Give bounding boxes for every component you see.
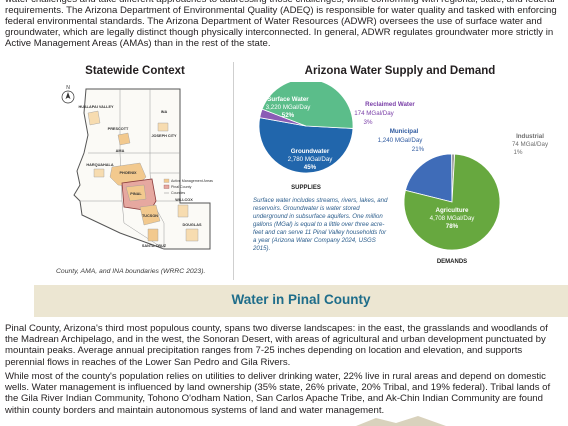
reclaimed-water-value: 174 MGal/Day	[354, 110, 394, 117]
map-label-ama: AMA	[116, 149, 125, 153]
map-label-tucson: TUCSON	[142, 214, 158, 218]
groundwater-name: Groundwater	[291, 148, 330, 155]
industrial-name: Industrial	[516, 133, 544, 140]
supply-demand-heading: Arizona Water Supply and Demand	[304, 65, 496, 77]
north-arrow-icon	[61, 90, 75, 104]
decorative-graphic	[356, 416, 446, 426]
map-label-hualapai: HUALAPAI VALLEY	[78, 105, 114, 109]
legend-counties: Counties	[171, 191, 185, 195]
tucson-ama-area	[139, 204, 161, 226]
groundwater-pct: 45%	[304, 164, 317, 171]
hualapai-ina-area	[87, 110, 101, 126]
industrial-value: 74 MGal/Day	[512, 141, 549, 148]
demands-slice-municipal	[404, 153, 453, 203]
willcox-ama-area	[177, 204, 189, 218]
supply-note: Surface water includes streams, rivers, …	[253, 197, 388, 252]
supplies-slice-surface-water	[258, 117, 354, 174]
intro-paragraph: water challenges and take different appr…	[5, 0, 557, 50]
reclaimed-water-name: Reclaimed Water	[365, 101, 415, 108]
groundwater-value: 2,780 MGal/Day	[288, 156, 334, 163]
municipal-name: Municipal	[390, 128, 419, 135]
map-label-willcox: WILLCOX	[175, 198, 193, 202]
supplies-pie	[258, 82, 354, 174]
map-label-santa-cruz: SANTA CRUZ	[142, 244, 167, 248]
prescott-ama-area	[117, 132, 131, 146]
municipal-value: 1,240 MGal/Day	[378, 137, 424, 144]
industrial-pct: 1%	[514, 149, 523, 156]
douglas-ina-area	[185, 228, 199, 242]
map-legend: Active Management Areas Pinal County Cou…	[163, 178, 213, 195]
north-arrow-label: N	[66, 85, 70, 91]
agriculture-pct: 78%	[446, 223, 459, 230]
demands-slice-agriculture	[403, 153, 501, 251]
arizona-map: N HUALAPAI VALLEY INA JOSEPH CITY PRESCO…	[61, 85, 213, 250]
harquahala-ina-area	[93, 168, 105, 178]
section-title: Water in Pinal County	[231, 292, 371, 307]
map-caption: County, AMA, and INA boundaries (WRRC 20…	[56, 268, 206, 275]
municipal-pct: 21%	[412, 146, 425, 153]
reclaimed-water-pct: 3%	[364, 119, 373, 126]
map-label-ina: INA	[161, 110, 168, 114]
map-label-douglas: DOUGLAS	[183, 223, 202, 227]
pinal-paragraph-1: Pinal County, Arizona's third most popul…	[5, 323, 548, 368]
surface-water-name: Surface Water	[267, 96, 309, 103]
map-label-phoenix: PHOENIX	[119, 171, 137, 175]
legend-pinal: Pinal County	[171, 185, 192, 189]
supplies-slice-groundwater	[261, 82, 354, 129]
demands-pie	[403, 153, 501, 251]
surface-water-value: 3,220 MGal/Day	[266, 104, 312, 111]
santa-cruz-ama-area	[147, 228, 159, 242]
pinal-paragraph-2: While most of the county's population re…	[5, 371, 551, 416]
agriculture-value: 4,708 MGal/Day	[430, 215, 476, 222]
map-label-harquahala: HARQUAHALA	[86, 163, 113, 167]
agriculture-name: Agriculture	[435, 207, 469, 214]
statewide-context-heading: Statewide Context	[85, 65, 185, 77]
surface-water-pct: 52%	[282, 112, 295, 119]
supplies-label: SUPPLIES	[291, 185, 321, 191]
joseph-city-ina-area	[157, 122, 169, 132]
legend-ama: Active Management Areas	[171, 179, 213, 183]
column-divider	[233, 62, 234, 280]
map-label-pinal: PINAL	[130, 192, 142, 196]
map-label-joseph-city: JOSEPH CITY	[151, 134, 177, 138]
section-band: Water in Pinal County	[34, 285, 568, 317]
demands-label: DEMANDS	[437, 259, 467, 265]
pinal-ama-area	[125, 184, 147, 202]
map-label-prescott: PRESCOTT	[108, 127, 129, 131]
